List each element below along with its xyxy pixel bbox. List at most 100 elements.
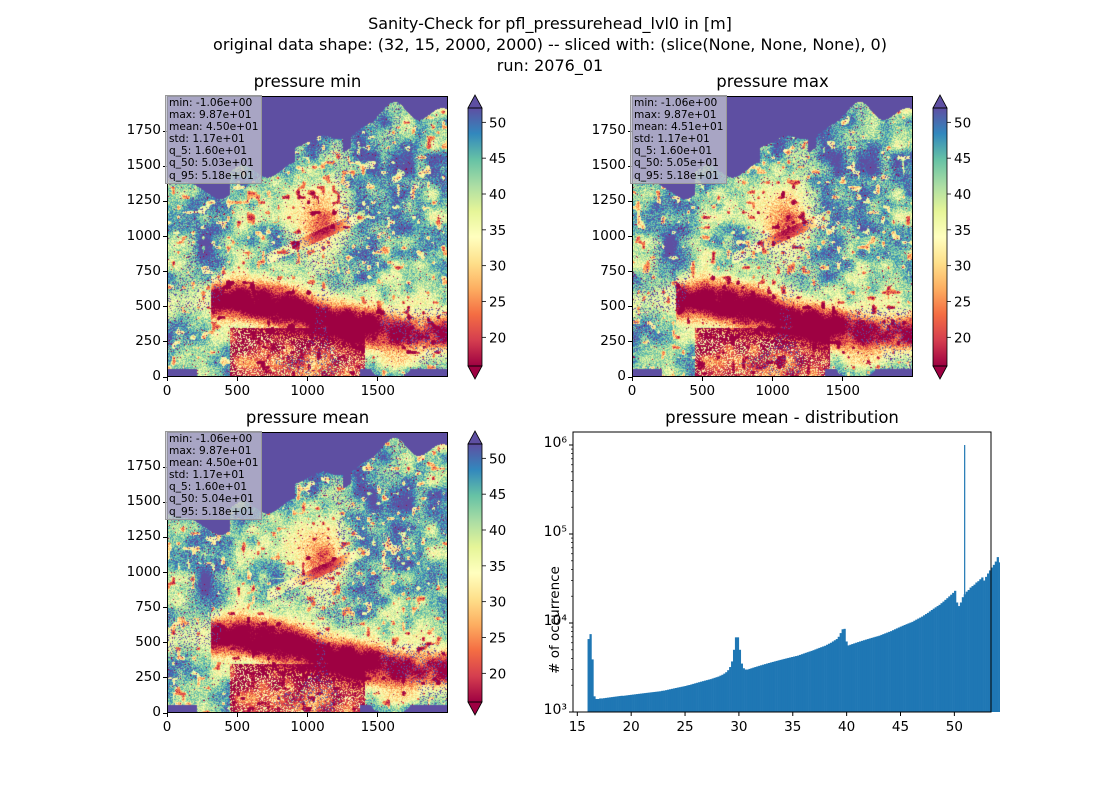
y-tick-mark bbox=[163, 200, 167, 202]
histogram-bar bbox=[752, 667, 755, 712]
histogram-bar bbox=[765, 663, 769, 712]
histogram-bar bbox=[721, 674, 724, 712]
y-tick-label: 1000 bbox=[126, 563, 161, 580]
histogram-bar bbox=[849, 644, 852, 712]
histogram-bar bbox=[676, 687, 679, 712]
histogram-bar bbox=[694, 683, 697, 712]
colorbar-max: 20 25 30 35 40 45 50 bbox=[932, 94, 971, 380]
histogram-bar bbox=[729, 667, 732, 712]
heatmap-max-axes bbox=[632, 96, 913, 377]
histogram-bar bbox=[804, 652, 807, 712]
y-tick-label: 1250 bbox=[126, 528, 161, 545]
histogram-bar bbox=[890, 631, 893, 712]
histogram-bar bbox=[946, 598, 949, 712]
figure-title-line-3: run: 2076_01 bbox=[496, 56, 604, 75]
histogram-bar bbox=[754, 667, 757, 712]
y-tick-label: 500 bbox=[135, 297, 161, 314]
histogram-bar bbox=[983, 580, 986, 712]
histogram-bar bbox=[851, 644, 854, 712]
histogram-bar bbox=[783, 658, 786, 712]
panel-title-distribution: pressure mean - distribution bbox=[665, 408, 899, 427]
y-tick-mark bbox=[628, 236, 632, 237]
x-tick-label: 1500 bbox=[360, 383, 395, 399]
histogram-y-tick-label: 10³ bbox=[543, 702, 567, 718]
x-tick-label: 500 bbox=[224, 383, 251, 399]
histogram-bar bbox=[880, 634, 883, 712]
histogram-bar bbox=[940, 603, 943, 712]
y-tick-mark bbox=[163, 306, 167, 308]
histogram-bar bbox=[955, 602, 959, 712]
histogram-bar bbox=[893, 629, 897, 712]
histogram-bar bbox=[616, 696, 619, 712]
histogram-bar bbox=[661, 690, 664, 712]
histogram-frame bbox=[572, 431, 992, 713]
histogram-bar bbox=[775, 660, 778, 712]
histogram-bar bbox=[917, 618, 920, 712]
x-tick-mark bbox=[377, 713, 379, 717]
y-tick-label: 1750 bbox=[126, 458, 161, 475]
x-tick-mark bbox=[772, 377, 773, 381]
histogram-bar bbox=[988, 570, 992, 712]
histogram-bar bbox=[847, 645, 850, 712]
stat-q95: q_95: 5.18e+01 bbox=[634, 169, 719, 182]
histogram-bar bbox=[628, 695, 631, 712]
x-tick-mark bbox=[377, 377, 379, 381]
colorbar-tick-label: 20 bbox=[954, 330, 971, 346]
colorbar-tick-label: 20 bbox=[489, 330, 506, 346]
histogram-bar bbox=[610, 697, 614, 712]
histogram-bar bbox=[620, 695, 623, 712]
colorbar-extend-max bbox=[467, 430, 483, 445]
histogram-bar bbox=[603, 698, 606, 712]
colorbar-frame bbox=[932, 107, 948, 367]
histogram-bar bbox=[961, 597, 965, 712]
histogram-bar bbox=[878, 635, 881, 712]
histogram-bar bbox=[736, 637, 740, 712]
y-tick-mark bbox=[628, 200, 632, 202]
histogram-bar bbox=[684, 685, 687, 712]
histogram-bar bbox=[798, 654, 802, 712]
histogram-bar bbox=[996, 557, 999, 712]
histogram-bar bbox=[604, 697, 608, 712]
histogram-x-tick-label: 40 bbox=[838, 719, 855, 735]
histogram-x-tick-label: 20 bbox=[623, 719, 640, 735]
histogram-bar bbox=[589, 634, 592, 712]
histogram-bar bbox=[682, 686, 685, 712]
histogram-bar bbox=[632, 694, 635, 712]
histogram-plot: 15 20 25 30 35 40 45 50 bbox=[569, 431, 1000, 735]
histogram-bar bbox=[690, 684, 693, 712]
histogram-bar bbox=[791, 656, 794, 712]
figure-title-line-2: original data shape: (32, 15, 2000, 2000… bbox=[213, 35, 887, 54]
histogram-bar bbox=[853, 643, 856, 712]
colorbar-extend-min bbox=[467, 365, 483, 380]
histogram-bar bbox=[709, 679, 712, 712]
histogram-bar bbox=[750, 668, 753, 712]
histogram-bar bbox=[938, 604, 941, 712]
histogram-bar bbox=[779, 659, 782, 712]
histogram-bar bbox=[820, 647, 823, 712]
y-tick-label: 250 bbox=[135, 332, 161, 349]
stat-q95: q_95: 5.18e+01 bbox=[169, 169, 254, 182]
y-tick-mark bbox=[163, 572, 167, 573]
colorbar-tick-label: 40 bbox=[954, 187, 971, 203]
histogram-bar bbox=[909, 622, 912, 712]
histogram-bar bbox=[969, 587, 972, 712]
histogram-bar bbox=[734, 637, 738, 712]
y-tick-label: 1500 bbox=[591, 157, 626, 174]
histogram-bar bbox=[670, 688, 674, 712]
stat-q5: q_5: 1.60e+01 bbox=[634, 145, 713, 158]
histogram-bar bbox=[787, 657, 790, 712]
histogram-bar bbox=[942, 601, 945, 712]
histogram-bar bbox=[597, 698, 600, 712]
histogram-bar bbox=[987, 573, 990, 712]
histogram-bar bbox=[973, 584, 976, 712]
x-tick-mark bbox=[842, 377, 844, 381]
histogram-x-tick-label: 50 bbox=[946, 719, 963, 735]
histogram-bar bbox=[866, 639, 870, 712]
histogram-y-tick-label: 10⁵ bbox=[543, 524, 567, 540]
x-tick-mark bbox=[166, 377, 168, 381]
histogram-bar bbox=[936, 606, 939, 712]
histogram-bar bbox=[824, 645, 827, 712]
colorbar-tick-label: 20 bbox=[489, 666, 506, 682]
histogram-bar bbox=[762, 664, 765, 712]
histogram-y-tick-label: 10⁶ bbox=[543, 435, 567, 451]
